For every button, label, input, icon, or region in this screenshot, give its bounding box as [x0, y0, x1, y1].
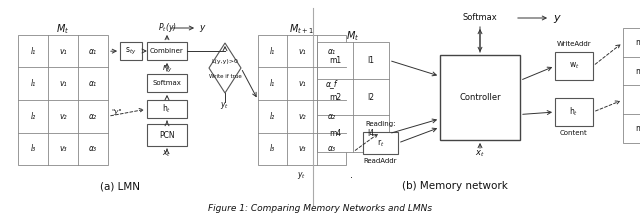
Text: m2: m2: [329, 92, 341, 102]
Text: WriteAddr: WriteAddr: [557, 41, 591, 47]
Text: l₂: l₂: [31, 112, 36, 121]
Bar: [623, 28, 640, 143]
Text: x$_t$: x$_t$: [475, 149, 485, 159]
Text: v₂: v₂: [298, 112, 306, 121]
Bar: [147, 74, 187, 92]
Bar: [18, 35, 108, 165]
Bar: [555, 52, 593, 80]
Bar: [440, 55, 520, 140]
Text: Softmax: Softmax: [463, 14, 497, 22]
Text: h$_t$: h$_t$: [570, 106, 579, 118]
Text: l1: l1: [367, 56, 374, 65]
Bar: [317, 42, 389, 152]
Text: m1: m1: [635, 38, 640, 47]
Text: Controller: Controller: [459, 93, 501, 102]
Text: l₃: l₃: [270, 144, 275, 153]
Text: α₂: α₂: [327, 112, 335, 121]
Text: v₁: v₁: [60, 79, 67, 88]
Text: α₃: α₃: [327, 144, 335, 153]
Text: Softmax: Softmax: [152, 80, 181, 86]
Text: P$_t$(y): P$_t$(y): [157, 22, 177, 34]
Text: M$_t$: M$_t$: [56, 22, 70, 36]
Text: l₁: l₁: [270, 79, 275, 88]
Text: s$_{ty}$: s$_{ty}$: [125, 45, 137, 56]
Text: r$_t$: r$_t$: [377, 137, 384, 149]
Bar: [147, 100, 187, 118]
Bar: [363, 132, 398, 154]
Text: l2: l2: [367, 92, 374, 102]
Text: "y": "y": [111, 109, 122, 115]
Text: y$_t$: y$_t$: [298, 170, 307, 181]
Text: v₃: v₃: [60, 144, 67, 153]
Text: v₁: v₁: [60, 47, 67, 56]
Text: h$_t$: h$_t$: [163, 103, 172, 115]
Text: M$_{t+1}$: M$_{t+1}$: [289, 22, 315, 36]
Text: α₁: α₁: [89, 47, 97, 56]
Text: .: .: [350, 170, 353, 180]
Text: M$_t$: M$_t$: [346, 29, 360, 43]
Text: v₁: v₁: [298, 79, 306, 88]
Text: l₁: l₁: [31, 79, 36, 88]
Text: ReadAddr: ReadAddr: [364, 158, 397, 164]
Text: α₃: α₃: [89, 144, 97, 153]
Text: v₂: v₂: [60, 112, 67, 121]
Text: Reading:: Reading:: [365, 121, 396, 127]
Text: v₃: v₃: [298, 144, 306, 153]
Text: y: y: [199, 24, 204, 32]
Text: α₂: α₂: [89, 112, 97, 121]
Bar: [258, 35, 346, 165]
Text: w$_t$: w$_t$: [569, 61, 579, 71]
Text: y: y: [553, 13, 559, 23]
Text: m1: m1: [329, 56, 341, 65]
Text: L(y,y)>0: L(y,y)>0: [212, 58, 239, 63]
Text: Content: Content: [560, 130, 588, 136]
Bar: [147, 42, 187, 60]
Text: r$_{ty}$: r$_{ty}$: [162, 63, 172, 75]
Text: Combiner: Combiner: [150, 48, 184, 54]
Text: v₁: v₁: [298, 47, 306, 56]
Text: l4: l4: [367, 129, 374, 138]
Text: Figure 1: Comparing Memory Networks and LMNs: Figure 1: Comparing Memory Networks and …: [208, 203, 432, 213]
Bar: [555, 98, 593, 126]
Text: x$_t$: x$_t$: [163, 149, 172, 159]
Text: l₃: l₃: [31, 144, 36, 153]
Text: (b) Memory network: (b) Memory network: [402, 181, 508, 191]
Text: Write if true: Write if true: [209, 73, 241, 78]
Text: α₁: α₁: [89, 79, 97, 88]
Text: y$_t$: y$_t$: [220, 99, 230, 111]
Bar: [120, 42, 142, 60]
Text: α_f: α_f: [326, 79, 337, 88]
Text: m2: m2: [635, 67, 640, 76]
Text: l₁: l₁: [31, 47, 36, 56]
Text: (a) LMN: (a) LMN: [100, 181, 140, 191]
Text: PCN: PCN: [159, 131, 175, 140]
Text: l₁: l₁: [270, 47, 275, 56]
Text: m4: m4: [635, 124, 640, 133]
Text: m4: m4: [329, 129, 341, 138]
Text: α₁: α₁: [327, 47, 335, 56]
Bar: [147, 124, 187, 146]
Polygon shape: [209, 43, 241, 93]
Text: l₂: l₂: [270, 112, 275, 121]
